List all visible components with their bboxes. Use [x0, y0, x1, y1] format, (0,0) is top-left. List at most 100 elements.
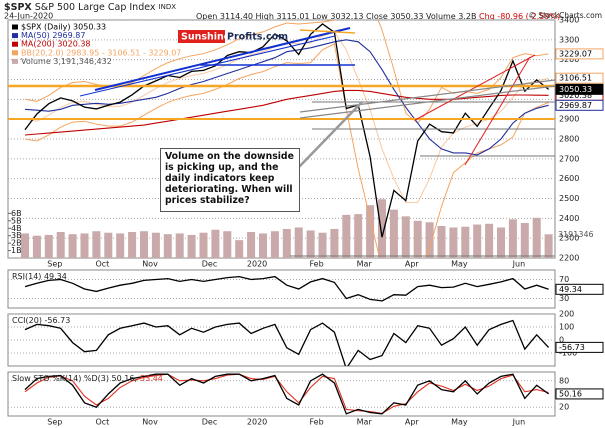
volume-bar [140, 231, 148, 258]
trend-line [414, 54, 536, 121]
watermark: Sunshine Profits.com [178, 30, 288, 43]
panel-title-text: Slow STO %K(14) %D(3) 50.16, [12, 374, 137, 383]
volume-bar [270, 231, 279, 258]
symbol: $SPX [4, 2, 32, 13]
volume-bar [544, 234, 553, 258]
band-lower [24, 43, 549, 258]
y2-tick-label: 1B [11, 246, 22, 255]
panel-title: RSI(14) 49.34 [12, 272, 67, 281]
volume-bar [330, 228, 339, 258]
y-tick-label: 70 [559, 275, 569, 284]
y-tick-label: 80 [559, 376, 569, 385]
legend-label: MA(50) 2969.87 [21, 31, 85, 40]
y-tick-label: 2300 [559, 234, 579, 243]
legend-marker [12, 58, 18, 64]
y2-tick-label: 3B [11, 231, 22, 240]
x-tick-label: Mar [357, 418, 373, 427]
x-tick-label: Mar [357, 260, 373, 269]
volume-bar [461, 226, 470, 258]
volume-bar [497, 227, 505, 258]
value-box [555, 341, 604, 353]
panel-layer [8, 275, 555, 302]
watermark-right: Profits.com [227, 32, 288, 43]
drawn-lines [8, 27, 555, 257]
legend-marker [12, 50, 18, 56]
volume-bar [104, 232, 113, 258]
x-tick-label: Feb [310, 260, 324, 269]
y2-tick-label: 4B [11, 224, 22, 233]
volume-bar [401, 216, 410, 258]
y-tick-label: 200 [559, 310, 574, 319]
overlay: 2200230024002500260027002800290030003100… [11, 16, 604, 427]
y-tick-label: 30 [559, 294, 569, 303]
volume-bar [259, 233, 267, 258]
channel-line [299, 79, 555, 113]
x-tick-label: Sep [47, 260, 62, 269]
volume-bar [163, 234, 172, 258]
panel [7, 313, 556, 367]
exchange: INDX [159, 3, 177, 11]
volume-bar [223, 231, 232, 258]
legend-label: $SPX (Daily) 3050.33 [21, 23, 106, 32]
panel [7, 371, 556, 417]
series-line [24, 275, 549, 302]
panel-layer [8, 314, 555, 366]
chart-header: $SPX S&P 500 Large Cap Index INDX [4, 2, 176, 13]
volume-bar [413, 220, 422, 258]
volume-bar [282, 228, 291, 258]
quote: Open 3114.40 High 3115.01 Low 3032.13 Cl… [196, 12, 560, 21]
y-tick-label: 3400 [559, 16, 579, 25]
panel [7, 269, 556, 309]
legend-marker [12, 41, 18, 47]
value-label: 2969.87 [559, 101, 592, 110]
panel-layer [8, 373, 555, 415]
legend-marker [12, 33, 18, 39]
y2-tick-label: 2B [11, 239, 22, 248]
value-label: 3106.51 [559, 74, 592, 83]
panel-title: CCI(20) -56.73 [12, 316, 70, 325]
y-tick-label: -100 [559, 349, 577, 358]
volume-last-label: 3191346 [558, 230, 594, 239]
trend-line [299, 29, 356, 34]
x-tick-label: Nov [142, 260, 158, 269]
panel-title-text: RSI(14) 49.34 [12, 272, 67, 281]
volume-bar [318, 232, 327, 258]
y-tick-label: 2400 [559, 214, 579, 223]
trend-line [464, 56, 531, 166]
y-tick-label: 2500 [559, 194, 579, 203]
volume-bar [175, 233, 184, 258]
annotation-box: Volume on the downside is picking up, an… [160, 148, 300, 212]
volume-bar [520, 223, 529, 258]
x-tick-label: Apr [405, 418, 420, 427]
volume-bar [68, 234, 77, 258]
x-tick-label: Apr [405, 260, 420, 269]
value-label: 49.34 [559, 285, 582, 294]
panel-title-text: CCI(20) -56.73 [12, 316, 70, 325]
volume-bar [449, 227, 458, 258]
value-box [555, 83, 604, 95]
value-label: 3229.07 [559, 49, 592, 58]
value-box [555, 48, 604, 60]
volume-bar [437, 226, 446, 258]
legend-label: MA(200) 3020.38 [21, 40, 91, 49]
y-tick-label: 3300 [559, 35, 579, 44]
volume-bar [378, 199, 386, 258]
value-box [555, 99, 604, 111]
y-tick-label: 2900 [559, 115, 579, 124]
volume-bar [532, 217, 541, 258]
y-tick-label: 3200 [559, 55, 579, 64]
y-tick-label: 2800 [559, 135, 579, 144]
volume-bar [56, 231, 65, 258]
y2-tick-label: 5B [11, 216, 22, 225]
watermark-left: Sunshine [181, 32, 230, 43]
source: © StockCharts.com [528, 11, 602, 20]
x-tick-label: 2020 [247, 260, 267, 269]
volume-bar [44, 234, 53, 258]
volume-bar [425, 222, 434, 258]
series-line [24, 373, 549, 414]
index-name: S&P 500 Large Cap Index [35, 2, 156, 13]
volume-bar [187, 234, 196, 258]
legend-label: Volume 3,191,346,432 [21, 57, 112, 66]
legend-marker [12, 24, 18, 30]
